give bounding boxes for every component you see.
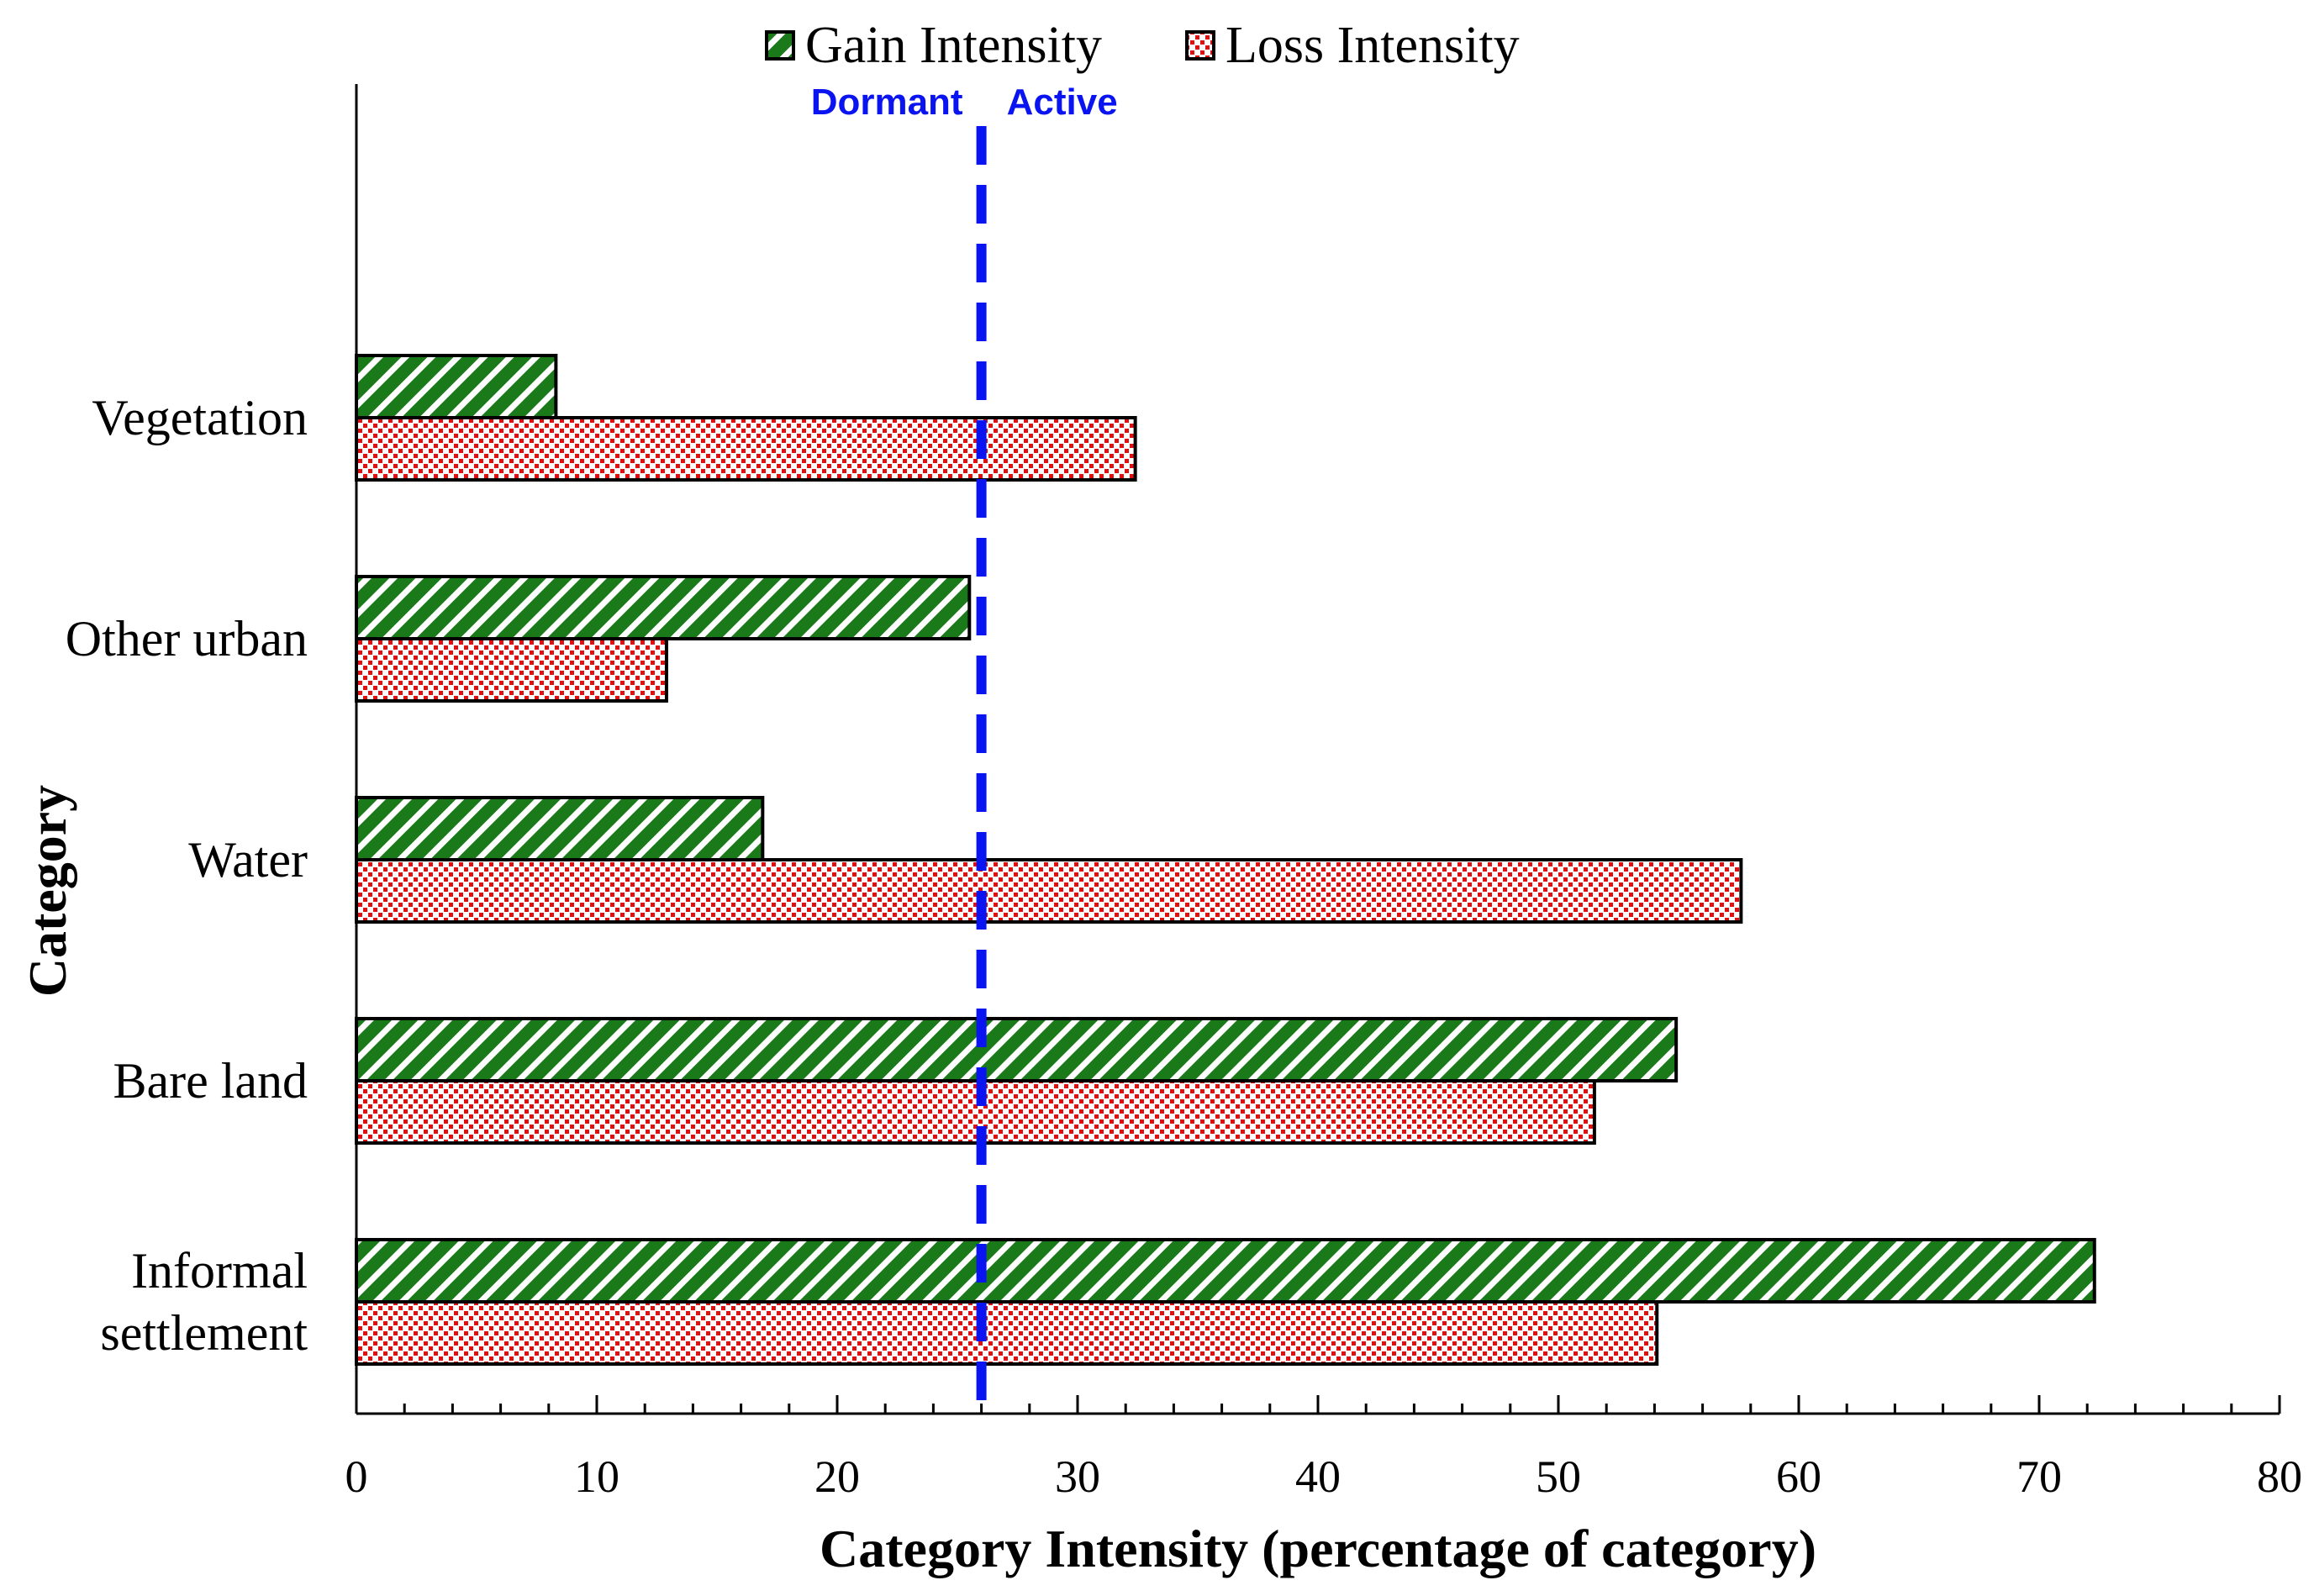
x-axis-title: Category Intensity (percentage of catego… bbox=[820, 1519, 1816, 1578]
category-label: Other urban bbox=[66, 611, 308, 666]
category-labels-group: Vegetation Other urban Water Bare land Infor… bbox=[66, 390, 308, 1361]
y-axis-title: Category bbox=[18, 785, 77, 997]
x-tick-label: 10 bbox=[574, 1451, 619, 1502]
bar-gain-water bbox=[355, 796, 765, 861]
legend: Gain Intensity Loss Intensity bbox=[765, 17, 1520, 74]
x-tick-label: 50 bbox=[1536, 1451, 1581, 1502]
bar-gain-vegetation bbox=[355, 354, 558, 419]
category-label: Informal bbox=[131, 1243, 308, 1298]
category-label: settlement bbox=[100, 1305, 308, 1361]
category-label: Bare land bbox=[113, 1053, 308, 1109]
legend-swatch-gain bbox=[765, 30, 795, 61]
reference-left-label: Dormant bbox=[811, 82, 963, 123]
bars-group bbox=[355, 354, 2096, 1366]
bar-loss-other-urban bbox=[355, 637, 668, 703]
x-ticks-group: 0 10 20 30 40 50 60 70 80 bbox=[345, 1395, 2302, 1502]
x-tick-label: 80 bbox=[2257, 1451, 2302, 1502]
x-tick-label: 0 bbox=[345, 1451, 368, 1502]
x-tick-label: 30 bbox=[1055, 1451, 1100, 1502]
x-tick-label: 40 bbox=[1295, 1451, 1341, 1502]
category-label: Vegetation bbox=[92, 390, 308, 445]
bar-gain-bare-land bbox=[355, 1017, 1679, 1082]
legend-item-gain: Gain Intensity bbox=[765, 17, 1102, 74]
bar-gain-other-urban bbox=[355, 575, 972, 640]
legend-label-gain: Gain Intensity bbox=[805, 17, 1102, 74]
bar-loss-water bbox=[355, 858, 1743, 924]
legend-item-loss: Loss Intensity bbox=[1185, 17, 1520, 74]
legend-swatch-loss bbox=[1185, 30, 1215, 61]
x-tick-label: 70 bbox=[2016, 1451, 2062, 1502]
bar-gain-informal-settlement bbox=[355, 1238, 2096, 1304]
x-tick-label: 20 bbox=[814, 1451, 860, 1502]
x-tick-label: 60 bbox=[1776, 1451, 1821, 1502]
bar-loss-vegetation bbox=[355, 416, 1137, 482]
category-label: Water bbox=[188, 832, 308, 888]
legend-label-loss: Loss Intensity bbox=[1226, 17, 1520, 74]
bar-loss-bare-land bbox=[355, 1079, 1596, 1145]
bar-loss-informal-settlement bbox=[355, 1300, 1659, 1366]
reference-right-label: Active bbox=[1007, 82, 1118, 123]
